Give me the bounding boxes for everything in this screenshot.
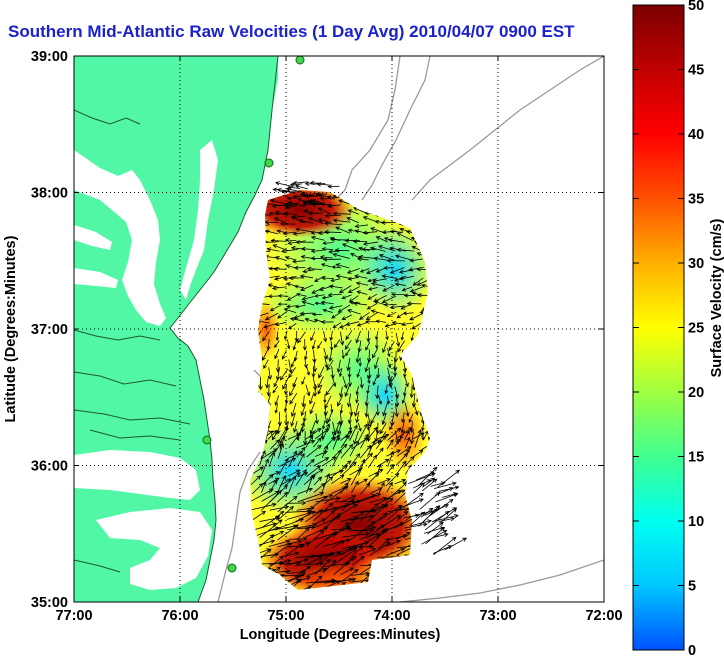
colorbar-tick-label: 5 bbox=[688, 579, 696, 595]
station-marker bbox=[264, 158, 274, 168]
river-lines bbox=[74, 109, 191, 573]
colorbar-tick-label: 10 bbox=[688, 514, 704, 530]
x-tick-label: 74:00 bbox=[373, 608, 410, 624]
map-title: Southern Mid-Atlantic Raw Velocities (1 … bbox=[8, 22, 575, 41]
colorbar-tick-label: 25 bbox=[688, 321, 704, 337]
colorbar-tick-label: 15 bbox=[688, 450, 704, 466]
velocity-arrows-offshore bbox=[269, 180, 468, 556]
colorbar-tick-label: 50 bbox=[688, 0, 704, 14]
y-tick-label: 39:00 bbox=[31, 49, 68, 65]
x-tick-label: 75:00 bbox=[267, 608, 304, 624]
station-marker bbox=[295, 56, 305, 65]
colorbar-label: Surface Velocity (cm/s) bbox=[709, 218, 724, 377]
colorbar-tick-label: 35 bbox=[688, 192, 704, 208]
hf-radar-stations bbox=[202, 56, 305, 573]
colorbar-tick-label: 20 bbox=[688, 385, 704, 401]
x-tick-label: 72:00 bbox=[585, 608, 622, 624]
x-axis-label: Longitude (Degrees:Minutes) bbox=[240, 627, 441, 643]
y-tick-label: 37:00 bbox=[31, 322, 68, 338]
bay-inlet-1 bbox=[74, 225, 112, 250]
x-tick-label: 77:00 bbox=[55, 608, 92, 624]
pamlico-sound bbox=[96, 508, 212, 590]
station-marker bbox=[202, 435, 212, 445]
colorbar-tick-label: 40 bbox=[688, 127, 704, 143]
colorbar-tick-label: 45 bbox=[688, 63, 704, 79]
chesapeake-bay bbox=[74, 150, 166, 326]
delmarva-shore bbox=[180, 140, 218, 300]
colorbar-tick-label: 30 bbox=[688, 256, 704, 272]
y-axis-label: Latitude (Degrees:Minutes) bbox=[3, 235, 19, 422]
axis-ticks bbox=[73, 55, 605, 603]
y-tick-label: 38:00 bbox=[31, 186, 68, 202]
station-marker bbox=[227, 563, 237, 573]
y-tick-label: 36:00 bbox=[31, 459, 68, 475]
x-tick-label: 73:00 bbox=[479, 608, 516, 624]
x-tick-labels: 77:00 76:00 75:00 74:00 73:00 72:00 bbox=[55, 608, 622, 624]
bay-inlet-2 bbox=[74, 268, 118, 288]
y-tick-label: 35:00 bbox=[31, 595, 68, 611]
colorbar-tick-label: 0 bbox=[688, 643, 696, 659]
albemarle-sound bbox=[74, 450, 200, 500]
x-tick-label: 76:00 bbox=[161, 608, 198, 624]
coastline bbox=[169, 56, 279, 602]
map-grid bbox=[74, 56, 604, 602]
colorbar bbox=[632, 4, 685, 651]
y-tick-labels: 39:00 38:00 37:00 36:00 35:00 bbox=[31, 49, 68, 611]
